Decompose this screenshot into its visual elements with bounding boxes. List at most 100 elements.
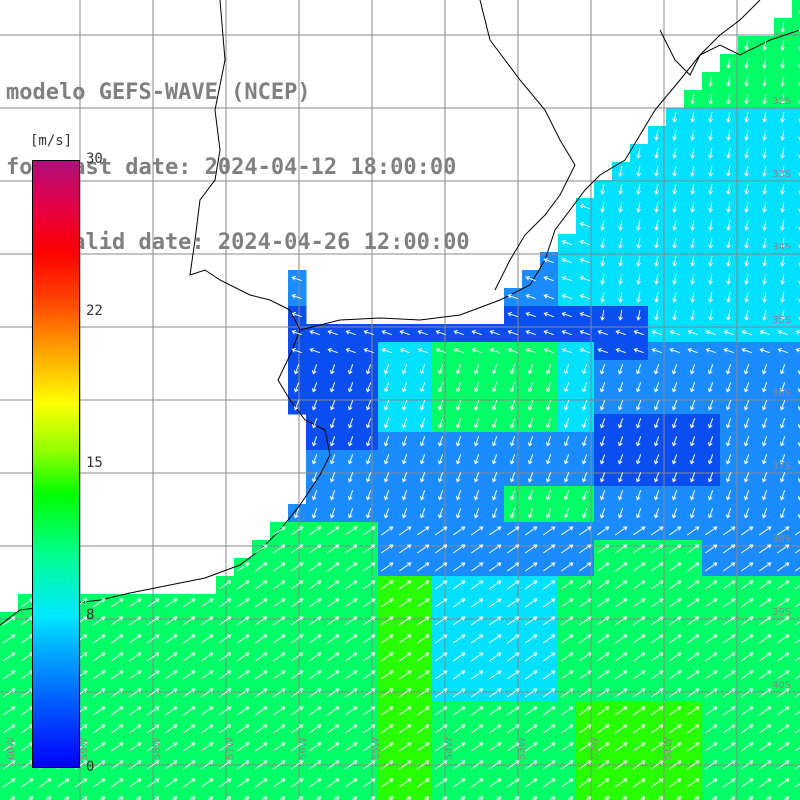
- wind-arrow: [488, 598, 502, 608]
- wind-cell: [792, 342, 800, 361]
- wind-arrow: [416, 778, 430, 788]
- wind-arrow: [668, 544, 682, 554]
- wind-arrow: [650, 580, 664, 590]
- wind-arrow: [290, 616, 304, 626]
- wind-arrow: [329, 418, 336, 429]
- wind-arrow: [254, 634, 268, 644]
- wind-arrow: [704, 616, 718, 626]
- wind-arrow: [635, 382, 642, 393]
- wind-arrow: [383, 400, 390, 411]
- wind-arrow: [581, 472, 588, 483]
- wind-arrow: [761, 508, 768, 519]
- wind-arrow: [488, 724, 502, 734]
- wind-arrow: [741, 347, 752, 354]
- wind-arrow: [470, 670, 484, 680]
- wind-arrow: [653, 508, 660, 519]
- wind-arrow: [383, 382, 390, 393]
- colorbar-tick-22: 22: [86, 303, 103, 319]
- wind-arrow: [708, 255, 713, 267]
- wind-arrow: [128, 760, 142, 770]
- wind-arrow: [110, 688, 124, 698]
- colorbar-unit: [m/s]: [30, 133, 73, 149]
- wind-arrow: [218, 652, 232, 662]
- wind-arrow: [146, 616, 160, 626]
- wind-arrow: [668, 706, 682, 716]
- wind-arrow: [128, 778, 142, 788]
- wind-arrow: [707, 364, 714, 375]
- wind-arrow: [794, 724, 800, 734]
- wind-arrow: [617, 508, 624, 519]
- wind-arrow: [452, 634, 466, 644]
- wind-arrow: [798, 255, 800, 267]
- wind-arrow: [578, 796, 592, 800]
- wind-arrow: [344, 580, 358, 590]
- wind-arrow: [542, 634, 556, 644]
- wind-arrow: [798, 93, 800, 105]
- wind-arrow: [164, 724, 178, 734]
- wind-arrow: [758, 580, 772, 590]
- lon-label: 58W: [152, 737, 163, 760]
- wind-arrow: [398, 742, 412, 752]
- wind-arrow: [362, 580, 376, 590]
- wind-arrow: [614, 760, 628, 770]
- wind-arrow: [600, 237, 605, 249]
- wind-arrow: [650, 562, 664, 572]
- wind-arrow: [744, 75, 749, 87]
- wind-arrow: [632, 742, 646, 752]
- wind-arrow: [146, 724, 160, 734]
- wind-arrow: [326, 616, 340, 626]
- wind-arrow: [704, 544, 718, 554]
- wind-cell: [792, 594, 800, 613]
- wind-arrow: [780, 309, 785, 321]
- rio-de-la-plata-coast: [299, 0, 761, 331]
- wind-arrow: [363, 347, 374, 354]
- wind-arrow: [726, 165, 731, 177]
- wind-cell: [450, 792, 469, 800]
- wind-arrow: [780, 21, 785, 33]
- wind-arrow: [725, 454, 732, 465]
- wind-arrow: [707, 508, 714, 519]
- wind-arrow: [507, 329, 518, 336]
- wind-arrow: [434, 652, 448, 662]
- wind-arrow: [563, 364, 570, 375]
- wind-arrow: [599, 382, 606, 393]
- wind-arrow: [146, 688, 160, 698]
- wind-arrow: [470, 688, 484, 698]
- wind-arrow: [218, 742, 232, 752]
- wind-arrow: [524, 652, 538, 662]
- wind-cell: [792, 702, 800, 721]
- wind-arrow: [473, 364, 480, 375]
- wind-arrow: [722, 724, 736, 734]
- lat-label: 37S: [772, 461, 791, 472]
- wind-arrow: [780, 129, 785, 141]
- wind-arrow: [455, 400, 462, 411]
- wind-arrow: [236, 688, 250, 698]
- wind-arrow: [110, 760, 124, 770]
- wind-arrow: [596, 634, 610, 644]
- wind-arrow: [525, 329, 536, 336]
- wind-arrow: [347, 472, 354, 483]
- wind-arrow: [686, 616, 700, 626]
- wind-arrow: [636, 273, 641, 285]
- wind-arrow: [708, 147, 713, 159]
- wind-arrow: [272, 544, 286, 554]
- wind-arrow: [633, 329, 644, 336]
- wind-arrow: [362, 724, 376, 734]
- wind-arrow: [92, 742, 106, 752]
- wind-arrow: [290, 778, 304, 788]
- wind-arrow: [308, 526, 322, 536]
- wind-arrow: [651, 347, 662, 354]
- wind-arrow: [722, 598, 736, 608]
- wind-arrow: [470, 562, 484, 572]
- wind-arrow: [794, 544, 800, 554]
- wind-arrow: [488, 778, 502, 788]
- wind-cell: [594, 792, 613, 800]
- wind-arrow: [524, 616, 538, 626]
- wind-arrow: [272, 616, 286, 626]
- wind-cell: [774, 792, 793, 800]
- wind-arrow: [2, 760, 16, 770]
- wind-arrow: [614, 544, 628, 554]
- wind-arrow: [777, 347, 788, 354]
- lon-label: 55W: [371, 737, 382, 760]
- wind-arrow: [419, 508, 426, 519]
